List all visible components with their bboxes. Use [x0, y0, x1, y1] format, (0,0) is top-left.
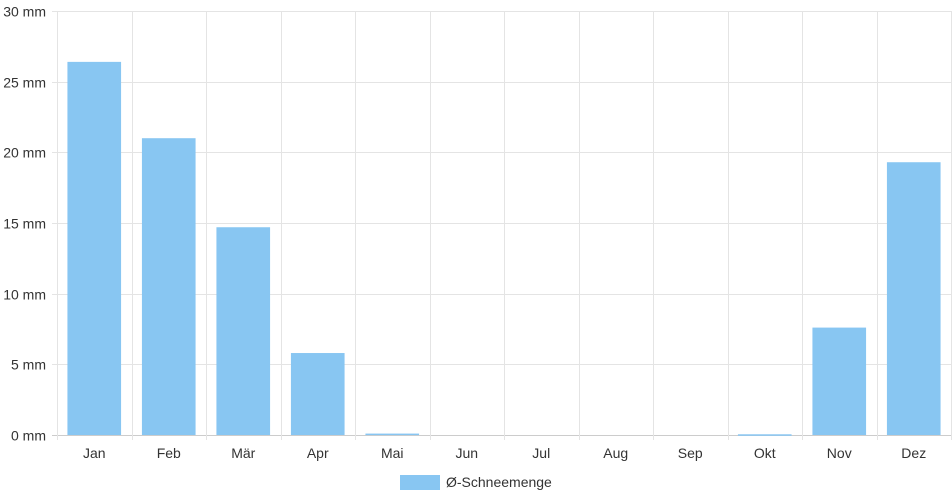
x-tick-label: Jan	[83, 445, 106, 461]
axes: 0 mm 5 mm 10 mm 15 mm 20 mm 25 mm 30 mm Jan Feb M…	[3, 4, 926, 462]
bar-mai[interactable]	[365, 433, 420, 436]
bar-okt[interactable]	[737, 434, 792, 436]
bars	[67, 61, 941, 436]
y-tick-label: 10 mm	[3, 287, 46, 303]
bar-mär[interactable]	[216, 227, 271, 435]
y-tick-label: 30 mm	[3, 4, 46, 20]
x-tick-label: Jun	[455, 445, 478, 461]
x-tick-label: Dez	[901, 445, 926, 461]
y-tick-label: 5 mm	[11, 357, 46, 373]
bar-jan[interactable]	[67, 61, 122, 435]
x-tick-label: Aug	[603, 445, 628, 461]
y-tick-label: 20 mm	[3, 145, 46, 161]
x-tick-label: Jul	[532, 445, 550, 461]
x-tick-label: Nov	[827, 445, 852, 461]
legend-label[interactable]: Ø-Schneemenge	[446, 474, 552, 490]
x-tick-label: Mai	[381, 445, 404, 461]
x-tick-label: Sep	[678, 445, 703, 461]
y-tick-label: 0 mm	[11, 428, 46, 444]
x-tick-label: Feb	[157, 445, 181, 461]
y-tick-label: 25 mm	[3, 75, 46, 91]
grid-lines	[52, 11, 952, 440]
legend-swatch[interactable]	[400, 475, 440, 490]
bar-feb[interactable]	[141, 138, 196, 435]
legend[interactable]: Ø-Schneemenge	[400, 474, 552, 490]
x-tick-label: Okt	[754, 445, 776, 461]
y-tick-label: 15 mm	[3, 216, 46, 232]
bar-nov[interactable]	[812, 327, 867, 435]
x-tick-label: Apr	[307, 445, 329, 461]
bar-dez[interactable]	[886, 162, 941, 435]
x-tick-label: Mär	[231, 445, 255, 461]
bar-apr[interactable]	[290, 353, 345, 435]
